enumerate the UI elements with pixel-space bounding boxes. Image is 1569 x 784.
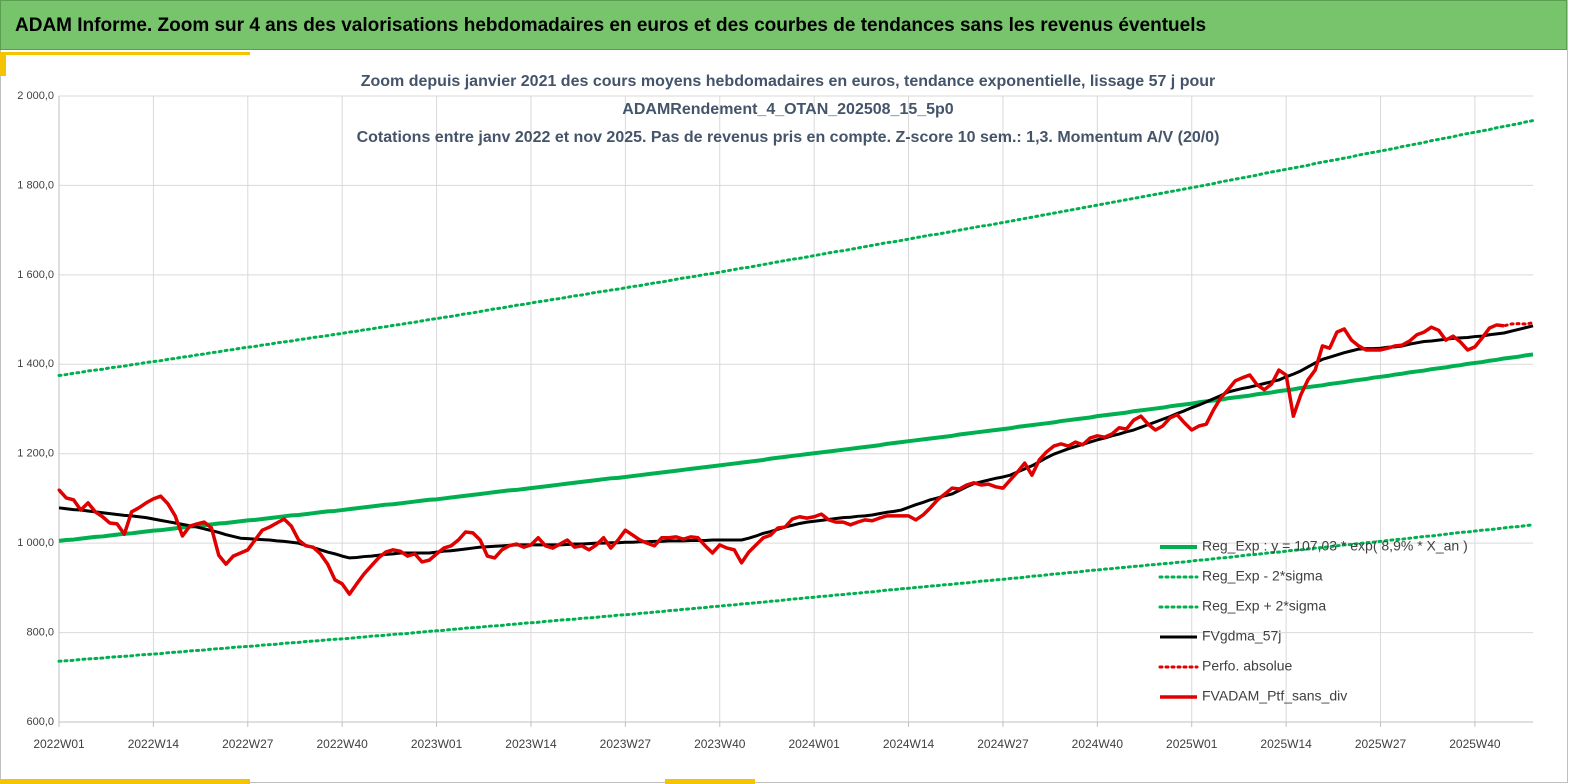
legend: Reg_Exp : y = 107,03 * exp( 8,9% * X_an …	[1158, 538, 1468, 704]
legend-label: Reg_Exp + 2*sigma	[1202, 598, 1326, 614]
x-tick-label: 2023W14	[505, 737, 557, 751]
x-tick-label: 2023W27	[600, 737, 652, 751]
x-tick-label: 2023W40	[694, 737, 746, 751]
subtitle: ADAMRendement_4_OTAN_202508_15_5p0	[622, 101, 954, 118]
accent	[0, 779, 250, 784]
subtitle: Cotations entre janv 2022 et nov 2025. P…	[357, 129, 1220, 146]
legend-label: Reg_Exp - 2*sigma	[1202, 568, 1323, 584]
y-tick-label: 600,0	[26, 716, 54, 728]
y-tick-label: 2 000,0	[17, 90, 54, 102]
page-title: ADAM Informe. Zoom sur 4 ans des valoris…	[15, 15, 1207, 36]
y-tick-label: 1 200,0	[17, 448, 54, 460]
y-tick-label: 1 400,0	[17, 358, 54, 370]
plot-lines	[57, 119, 1535, 663]
subtitle: Zoom depuis janvier 2021 des cours moyen…	[361, 73, 1216, 90]
y-tick-label: 1 000,0	[17, 537, 54, 549]
legend-label: Perfo. absolue	[1202, 658, 1292, 674]
x-tick-label: 2025W01	[1166, 737, 1218, 751]
x-tick-label: 2024W40	[1072, 737, 1124, 751]
y-tick-label: 1 800,0	[17, 179, 54, 191]
header: ADAM Informe. Zoom sur 4 ans des valoris…	[0, 0, 1567, 50]
x-tick-label: 2022W27	[222, 737, 274, 751]
x-tick-label: 2025W40	[1449, 737, 1501, 751]
series-line	[57, 523, 1535, 663]
x-tick-label: 2022W40	[316, 737, 368, 751]
legend-label: Reg_Exp : y = 107,03 * exp( 8,9% * X_an …	[1202, 538, 1468, 554]
x-tick-label: 2024W14	[883, 737, 935, 751]
x-tick-label: 2023W01	[411, 737, 463, 751]
accent	[665, 779, 755, 784]
y-tick-label: 800,0	[26, 626, 54, 638]
accent	[0, 52, 250, 55]
series-line	[57, 323, 1505, 596]
x-tick-label: 2025W14	[1260, 737, 1312, 751]
series-line	[57, 119, 1535, 377]
x-tick-label: 2024W01	[788, 737, 840, 751]
x-tick-label: 2022W14	[128, 737, 180, 751]
x-tick-label: 2025W27	[1355, 737, 1407, 751]
y-tick-label: 1 600,0	[17, 269, 54, 281]
accent	[0, 52, 6, 76]
legend-label: FVgdma_57j	[1202, 628, 1281, 644]
x-tick-label: 2024W27	[977, 737, 1029, 751]
x-tick-label: 2022W01	[33, 737, 85, 751]
legend-label: FVADAM_Ptf_sans_div	[1202, 688, 1347, 704]
